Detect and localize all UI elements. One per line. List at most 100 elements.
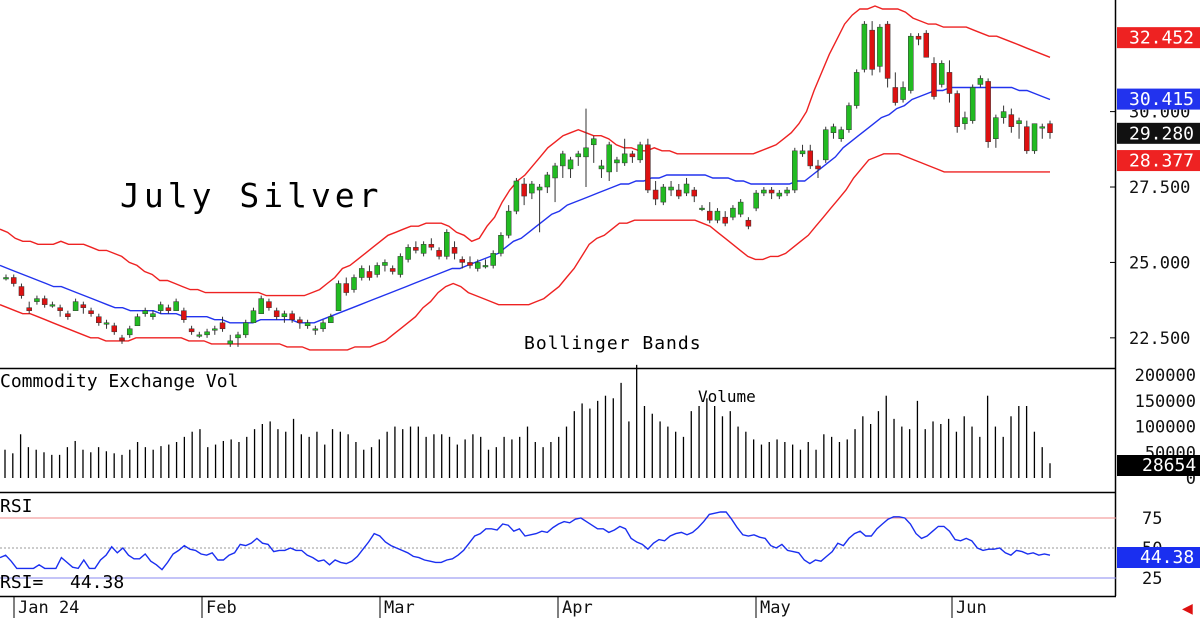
volume-panel-title: Commodity Exchange Vol xyxy=(0,371,238,392)
candle-up xyxy=(320,322,326,330)
candle-down xyxy=(884,23,891,79)
candle-down xyxy=(869,29,875,70)
rsi-value-label: RSI= xyxy=(0,572,44,593)
middle-band-line xyxy=(0,86,1051,324)
candle-up xyxy=(699,207,705,210)
candle-down xyxy=(807,150,814,167)
rsi-value-readout: 44.38 xyxy=(70,572,124,593)
candle-down xyxy=(768,189,775,194)
candle-up xyxy=(420,244,427,254)
candle-up xyxy=(212,328,218,331)
x-axis-month-label: Apr xyxy=(562,598,593,618)
candle-up xyxy=(482,265,489,268)
candle-up xyxy=(846,105,852,130)
candle-up xyxy=(204,331,210,336)
candle-down xyxy=(41,298,48,305)
candlestick-series xyxy=(3,21,1053,347)
rsi-axis-tick-label: 75 xyxy=(1142,509,1162,529)
candle-down xyxy=(451,247,458,254)
rsi-series xyxy=(0,511,1051,571)
candle-up xyxy=(490,253,496,266)
scroll-left-arrow-icon[interactable]: ◀ xyxy=(1182,601,1193,617)
candle-down xyxy=(436,250,442,257)
candle-down xyxy=(88,310,94,314)
volume-bars xyxy=(4,364,1051,478)
lower-band-line xyxy=(0,153,1050,351)
rsi-last-value-box xyxy=(1117,547,1200,568)
candle-down xyxy=(65,313,71,317)
candle-down xyxy=(111,325,118,333)
candle-down xyxy=(219,322,226,330)
candle-up xyxy=(374,265,380,275)
candle-down xyxy=(985,81,991,143)
candle-down xyxy=(629,153,636,158)
candle-up xyxy=(730,207,736,218)
candle-up xyxy=(227,340,234,345)
candle-down xyxy=(946,72,953,94)
candle-up xyxy=(529,183,535,194)
candle-up xyxy=(900,87,906,100)
volume-last-value: 28654 xyxy=(1142,455,1196,476)
candle-up xyxy=(660,186,667,203)
candle-up xyxy=(853,72,860,106)
candle-up xyxy=(235,334,241,339)
rsi-last-value: 44.38 xyxy=(1140,547,1194,568)
candle-down xyxy=(923,32,930,58)
candle-up xyxy=(1016,120,1022,124)
volume-axis-tick-label: 150000 xyxy=(1135,392,1196,412)
candle-up xyxy=(196,334,203,337)
price-marker-box xyxy=(1117,122,1200,144)
candle-up xyxy=(1000,111,1007,118)
candle-up xyxy=(598,165,605,170)
candle-up xyxy=(567,159,574,170)
price-chart-title: July Silver xyxy=(120,176,383,215)
candle-up xyxy=(142,310,148,314)
price-marker-label: 29.280 xyxy=(1129,123,1194,144)
candle-up xyxy=(962,117,968,124)
candle-up xyxy=(544,174,551,188)
candle-up xyxy=(993,117,999,140)
candle-down xyxy=(96,316,102,324)
candle-up xyxy=(150,313,156,317)
candle-up xyxy=(397,256,404,275)
candle-up xyxy=(683,183,690,194)
candle-up xyxy=(877,26,883,67)
volume-label: Volume xyxy=(698,387,756,406)
upper-band-line xyxy=(0,5,1051,297)
candle-down xyxy=(297,319,303,324)
candle-up xyxy=(776,192,783,197)
candle-up xyxy=(382,262,388,266)
candle-up xyxy=(575,153,582,158)
candle-up xyxy=(761,189,767,194)
candle-up xyxy=(312,328,319,331)
price-marker-box xyxy=(1117,150,1200,172)
candle-up xyxy=(3,277,9,280)
candle-down xyxy=(954,93,960,127)
candle-down xyxy=(521,183,527,197)
candle-up xyxy=(103,322,110,325)
candle-down xyxy=(413,247,419,251)
candle-up xyxy=(668,186,674,191)
candle-down xyxy=(892,87,899,103)
candle-down xyxy=(676,189,682,197)
candle-up xyxy=(938,63,945,85)
price-axis-tick-label: 27.500 xyxy=(1129,178,1190,198)
candle-down xyxy=(57,307,63,311)
volume-axis-tick-label: 0 xyxy=(1186,469,1196,489)
candle-down xyxy=(273,310,280,317)
candle-down xyxy=(119,337,125,342)
candle-up xyxy=(737,201,744,215)
rsi-panel-title: RSI xyxy=(0,496,33,517)
rsi-line xyxy=(0,511,1051,571)
candle-up xyxy=(474,262,481,269)
volume-last-value-box xyxy=(1117,455,1200,476)
candle-down xyxy=(366,271,373,278)
candle-down xyxy=(1008,114,1015,127)
candle-up xyxy=(444,232,450,257)
candle-down xyxy=(1024,126,1030,152)
candle-up xyxy=(583,147,589,158)
candle-up xyxy=(242,322,249,336)
candle-up xyxy=(621,153,628,164)
candle-up xyxy=(637,144,643,161)
